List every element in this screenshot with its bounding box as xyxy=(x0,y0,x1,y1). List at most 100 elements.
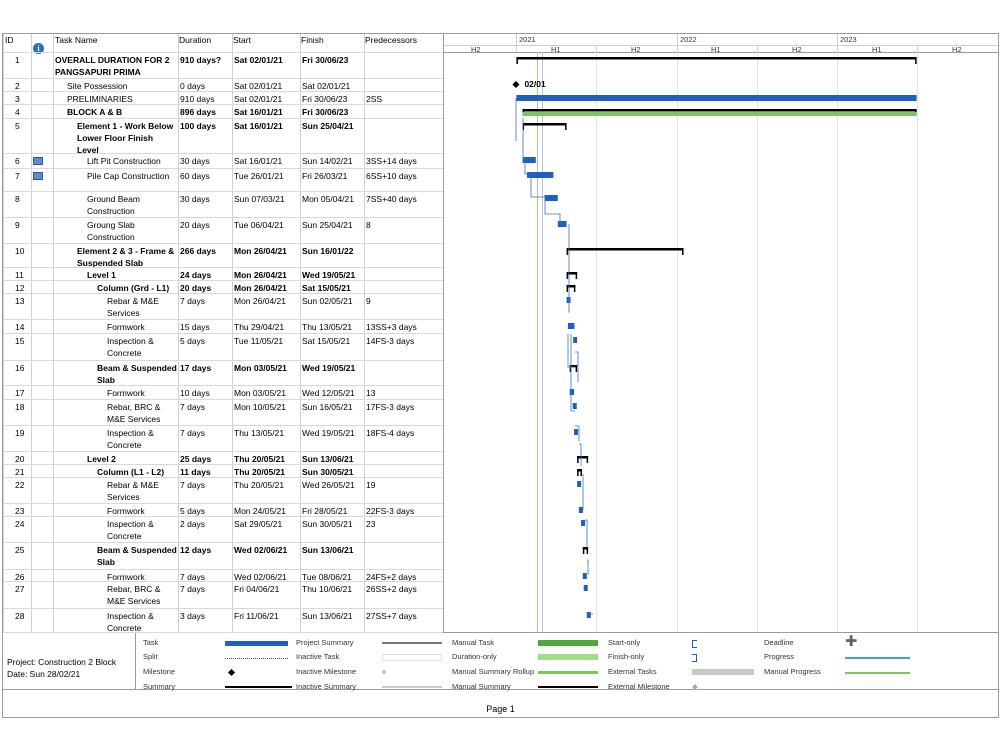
col-header-finish[interactable]: Finish xyxy=(301,35,324,45)
task-id: 22 xyxy=(15,480,25,490)
task-id: 23 xyxy=(15,506,25,516)
col-header-duration[interactable]: Duration xyxy=(179,35,212,45)
task-finish: Fri 26/03/21 xyxy=(302,171,348,181)
task-duration: 7 days xyxy=(180,296,206,306)
dependency-link xyxy=(587,559,589,575)
task-id: 19 xyxy=(15,428,25,438)
half-year-label: H2 xyxy=(952,45,962,54)
task-finish: Thu 10/06/21 xyxy=(302,584,353,594)
task-finish: Sun 14/02/21 xyxy=(302,156,353,166)
task-finish: Fri 30/06/23 xyxy=(302,107,349,117)
task-duration: 7 days xyxy=(180,584,206,594)
task-start: Sat 29/05/21 xyxy=(234,519,283,529)
task-start: Sat 02/01/21 xyxy=(234,94,283,104)
col-header-start[interactable]: Start xyxy=(233,35,251,45)
notes-icon[interactable] xyxy=(33,172,43,180)
half-year-label: H2 xyxy=(471,45,481,54)
task-finish: Sun 13/06/21 xyxy=(302,545,354,555)
task-bar xyxy=(557,221,567,227)
task-start: Wed 02/06/21 xyxy=(234,545,288,555)
task-name: Inspection & Concrete xyxy=(107,519,154,541)
legend-label: Milestone xyxy=(143,667,176,676)
task-name: Level 1 xyxy=(87,270,116,280)
dependency-link xyxy=(585,519,588,548)
task-duration: 10 days xyxy=(180,388,210,398)
task-predecessors: 7SS+40 days xyxy=(366,194,417,204)
summary-legend-symbol xyxy=(225,686,292,688)
task-bar xyxy=(583,585,588,591)
task-name: Pile Cap Construction xyxy=(87,171,170,181)
legend-label: Deadline xyxy=(764,638,794,647)
summary-bar-start xyxy=(522,109,525,116)
task-predecessors: 23 xyxy=(366,519,376,529)
gantt-page: ID i Task Name Duration Start Finish Pre… xyxy=(2,33,999,718)
inactive-summary-legend-symbol xyxy=(382,686,442,688)
summary-bar-end xyxy=(586,547,589,554)
task-duration: 5 days xyxy=(180,336,206,346)
summary-bar-start xyxy=(566,248,569,255)
task-name: BLOCK A & B xyxy=(67,107,123,117)
task-finish: Wed 19/05/21 xyxy=(302,363,356,373)
task-predecessors: 17FS-3 days xyxy=(366,402,415,412)
manual-progress-legend-symbol xyxy=(845,672,910,674)
duration-only-legend-symbol xyxy=(538,654,598,660)
summary-bar xyxy=(566,285,576,288)
task-name: Beam & Suspended Slab xyxy=(97,545,177,567)
half-year-label: H1 xyxy=(872,45,882,54)
task-duration: 30 days xyxy=(180,156,210,166)
task-start: Thu 29/04/21 xyxy=(234,322,285,332)
task-finish: Sun 25/04/21 xyxy=(302,121,354,131)
task-finish: Sat 15/05/21 xyxy=(302,283,351,293)
task-bar xyxy=(578,507,583,513)
task-bar xyxy=(567,323,575,329)
split-legend-symbol xyxy=(225,658,288,659)
col-header-task-name[interactable]: Task Name xyxy=(55,35,98,45)
task-predecessors: 19 xyxy=(366,480,376,490)
task-finish: Tue 08/06/21 xyxy=(302,572,352,582)
page-number: Page 1 xyxy=(486,704,515,714)
legend-label: Duration-only xyxy=(452,652,497,661)
task-name: Site Possession xyxy=(67,81,128,91)
task-start: Sat 16/01/21 xyxy=(234,121,283,131)
summary-bar-end xyxy=(575,365,578,372)
task-bar xyxy=(581,520,586,526)
summary-bar-end xyxy=(573,285,576,292)
task-id: 9 xyxy=(15,220,20,230)
summary-bar-start xyxy=(522,123,525,130)
task-name: Beam & Suspended Slab xyxy=(97,363,177,385)
task-finish: Fri 28/05/21 xyxy=(302,506,348,516)
col-header-id[interactable]: ID xyxy=(5,35,14,45)
task-finish: Sun 30/05/21 xyxy=(302,467,354,477)
task-id: 21 xyxy=(15,467,25,477)
milestone-legend-symbol xyxy=(227,668,236,677)
task-name: Inspection & Concrete xyxy=(107,428,154,450)
col-header-predecessors[interactable]: Predecessors xyxy=(365,35,417,45)
year-label: 2023 xyxy=(840,35,857,44)
task-name: Column (Grd - L1) xyxy=(97,283,170,293)
task-duration: 7 days xyxy=(180,402,206,412)
task-duration: 910 days? xyxy=(180,55,222,65)
task-name: Lift Pit Construction xyxy=(87,156,161,166)
task-finish: Wed 12/05/21 xyxy=(302,388,355,398)
task-duration: 15 days xyxy=(180,322,210,332)
notes-icon[interactable] xyxy=(33,157,43,165)
task-start: Sun 07/03/21 xyxy=(234,194,285,204)
task-finish: Wed 26/05/21 xyxy=(302,480,355,490)
task-name: Element 1 - Work Below Lower Floor Finis… xyxy=(77,121,174,155)
summary-bar-start xyxy=(577,469,579,476)
milestone-marker xyxy=(512,80,520,89)
summary-bar xyxy=(577,469,582,472)
task-duration: 3 days xyxy=(180,611,206,621)
task-start: Thu 20/05/21 xyxy=(234,480,285,490)
task-id: 25 xyxy=(15,545,25,555)
half-year-label: H2 xyxy=(792,45,802,54)
legend-label: Summary xyxy=(143,682,176,691)
task-start: Mon 26/04/21 xyxy=(234,296,286,306)
task-duration: 60 days xyxy=(180,171,210,181)
dependency-link xyxy=(568,224,570,313)
task-predecessors: 14FS-3 days xyxy=(366,336,415,346)
task-predecessors: 13 xyxy=(366,388,376,398)
legend-label: Progress xyxy=(764,652,795,661)
legend-label: Task xyxy=(143,638,159,647)
legend-label: Finish-only xyxy=(608,652,645,661)
